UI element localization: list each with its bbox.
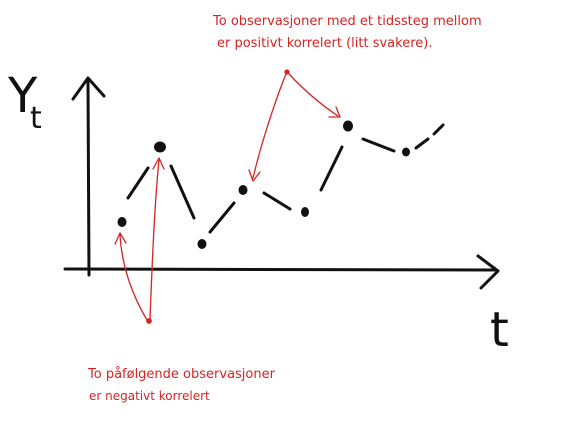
top-arrow-right-head bbox=[328, 106, 341, 118]
x-axis-arrowhead bbox=[476, 254, 500, 290]
segment-4 bbox=[262, 191, 292, 211]
bottom-arrow-right-head bbox=[152, 157, 165, 170]
data-point bbox=[238, 185, 248, 195]
segment-5 bbox=[319, 145, 344, 192]
y-axis-arrowhead bbox=[71, 76, 106, 101]
segment-6 bbox=[361, 137, 396, 153]
segment-8 bbox=[432, 123, 445, 136]
data-point bbox=[117, 217, 127, 227]
data-point bbox=[197, 239, 207, 249]
y-axis bbox=[71, 76, 106, 277]
bottom-arrow-to-right-point bbox=[149, 159, 160, 320]
top-annotation-line-1: To observasjoner med et tidssteg mellom bbox=[212, 14, 482, 29]
data-point bbox=[343, 120, 353, 132]
y-axis-subscript: t bbox=[30, 101, 42, 136]
bottom-annotation-line-1: To påfølgende observasjoner bbox=[87, 367, 276, 382]
top-arrow-left-head bbox=[248, 169, 261, 182]
y-axis-line bbox=[86, 80, 91, 277]
bottom-arrow-left-head bbox=[114, 232, 127, 245]
bottom-annotation-line-2: er negativt korrelert bbox=[89, 389, 210, 403]
top-arrow-to-left-point bbox=[252, 73, 287, 179]
top-annotation-origin-dot bbox=[284, 69, 290, 75]
y-axis-label: Y bbox=[7, 68, 38, 124]
segment-1 bbox=[126, 166, 150, 200]
bottom-arrow-to-left-point bbox=[119, 234, 148, 321]
x-axis-label: t bbox=[490, 302, 509, 358]
bottom-annotation-arrows bbox=[114, 157, 165, 324]
segment-2 bbox=[169, 164, 196, 220]
top-arrow-to-right-point bbox=[288, 73, 339, 117]
segment-7 bbox=[414, 137, 430, 150]
data-point bbox=[301, 207, 309, 217]
top-annotation-arrows bbox=[248, 69, 341, 182]
bottom-annotation-origin-dot bbox=[146, 318, 152, 324]
x-axis-line bbox=[63, 267, 498, 272]
data-point bbox=[402, 147, 410, 157]
x-axis bbox=[63, 254, 500, 290]
top-annotation-line-2: er positivt korrelert (litt svakere). bbox=[217, 36, 432, 51]
segment-3 bbox=[208, 201, 236, 234]
data-point bbox=[154, 141, 166, 153]
series-segments bbox=[126, 123, 445, 234]
series-points bbox=[117, 120, 410, 249]
